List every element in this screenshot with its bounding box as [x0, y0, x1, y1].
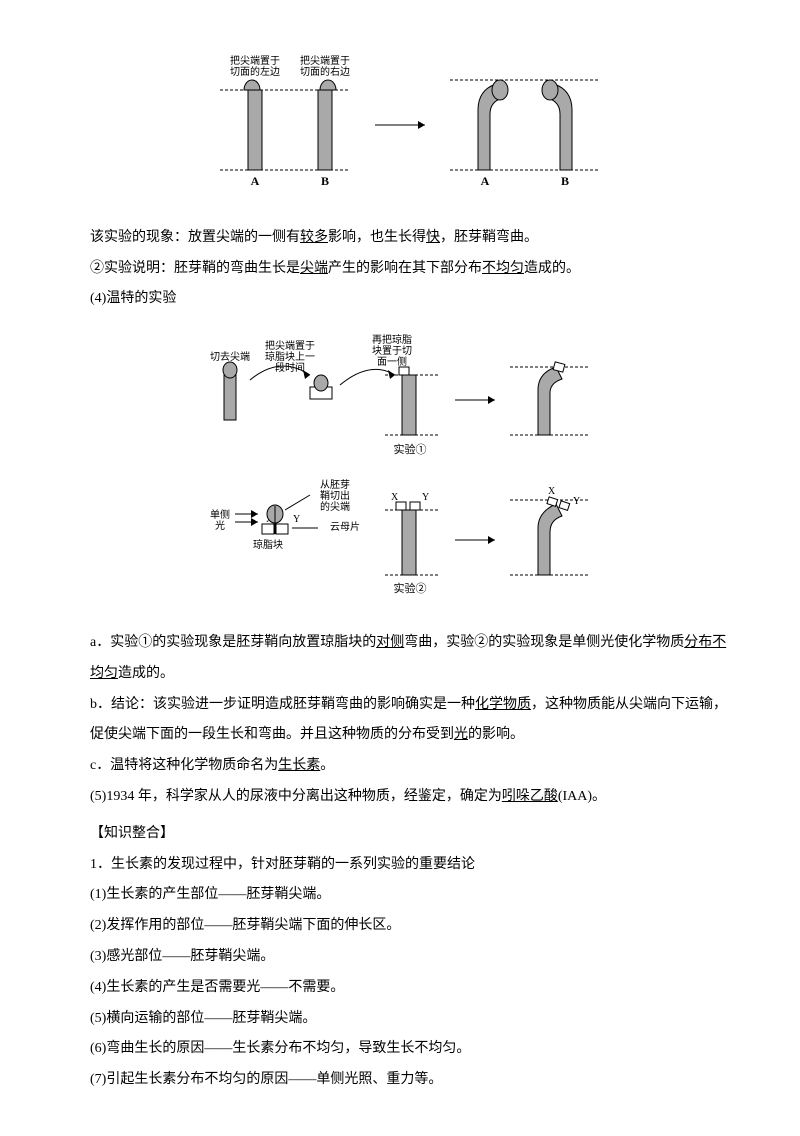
para-6: c．温特将这种化学物质命名为生长素。 — [90, 751, 730, 782]
para-7: (5)1934 年，科学家从人的尿液中分离出这种物质，经鉴定，确定为吲哚乙酸(I… — [90, 782, 730, 813]
svg-text:B: B — [561, 174, 569, 188]
k1: 1．生长素的发现过程中，针对胚芽鞘的一系列实验的重要结论 — [90, 850, 730, 881]
diagram-1: 把尖端置于切面的左边 A 把尖端置于切面的右边 B — [90, 50, 730, 213]
d1-B: B — [321, 174, 329, 188]
svg-text:Y: Y — [422, 492, 429, 503]
k3: (2)发挥作用的部位——胚芽鞘尖端下面的伸长区。 — [90, 911, 730, 942]
svg-text:再把琼脂块置于切面一侧: 再把琼脂块置于切面一侧 — [372, 333, 412, 368]
svg-text:切去尖端: 切去尖端 — [210, 350, 250, 363]
k5: (4)生长素的产生是否需要光——不需要。 — [90, 973, 730, 1004]
d1-label-right: 把尖端置于切面的右边 — [300, 54, 350, 78]
svg-text:把尖端置于琼脂块上一段时间: 把尖端置于琼脂块上一段时间 — [265, 339, 315, 374]
para-4: a．实验①的实验现象是胚芽鞘向放置琼脂块的对侧弯曲，实验②的实验现象是单侧光使化… — [90, 628, 730, 690]
k2: (1)生长素的产生部位——胚芽鞘尖端。 — [90, 880, 730, 911]
k4: (3)感光部位——胚芽鞘尖端。 — [90, 942, 730, 973]
diagram-2: 切去尖端 把尖端置于琼脂块上一段时间 再把琼脂块置于切面一侧 — [90, 325, 730, 618]
k7: (6)弯曲生长的原因——生长素分布不均匀，导致生长不均匀。 — [90, 1034, 730, 1065]
k6: (5)横向运输的部位——胚芽鞘尖端。 — [90, 1004, 730, 1035]
svg-text:X: X — [548, 486, 556, 497]
heading-knowledge: 【知识整合】 — [90, 819, 730, 850]
svg-text:单侧光: 单侧光 — [210, 508, 230, 532]
svg-text:云母片: 云母片 — [330, 520, 360, 533]
para-5: b．结论：该实验进一步证明造成胚芽鞘弯曲的影响确实是一种化学物质，这种物质能从尖… — [90, 690, 730, 752]
para-3: (4)温特的实验 — [90, 284, 730, 315]
svg-text:X: X — [391, 492, 399, 503]
svg-text:实验②: 实验② — [394, 581, 427, 595]
para-2: ②实验说明：胚芽鞘的弯曲生长是尖端产生的影响在其下部分布不均匀造成的。 — [90, 254, 730, 285]
para-1: 该实验的现象：放置尖端的一侧有较多影响，也生长得快，胚芽鞘弯曲。 — [90, 223, 730, 254]
svg-text:实验①: 实验① — [394, 442, 427, 456]
k8: (7)引起生长素分布不均匀的原因——单侧光照、重力等。 — [90, 1065, 730, 1096]
svg-text:Y: Y — [293, 514, 300, 525]
svg-text:Y: Y — [573, 496, 580, 507]
d1-A: A — [251, 174, 260, 188]
svg-text:从胚芽鞘切出的尖端: 从胚芽鞘切出的尖端 — [320, 478, 350, 513]
d1-label-left: 把尖端置于切面的左边 — [230, 54, 280, 78]
svg-text:琼脂块: 琼脂块 — [253, 538, 283, 551]
svg-text:A: A — [481, 174, 490, 188]
